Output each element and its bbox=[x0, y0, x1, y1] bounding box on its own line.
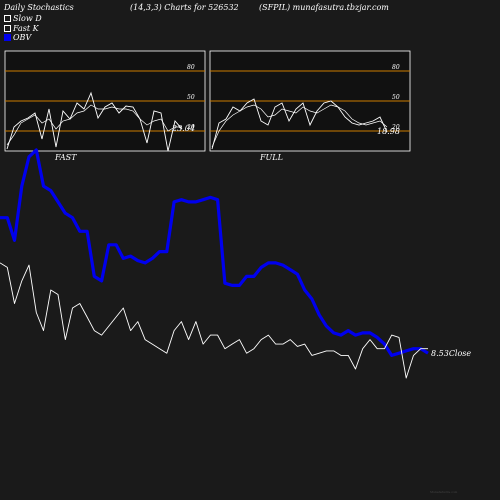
fast-panel-title: FAST bbox=[54, 153, 77, 162]
legend-slow-d-swatch bbox=[4, 15, 11, 22]
chart-header-center: (14,3,3) Charts for 526532 bbox=[130, 3, 239, 12]
full-series-slow-d bbox=[211, 104, 388, 148]
legend-fast-k-swatch bbox=[4, 25, 11, 32]
chart-header-right: (SFPIL) munafasutra.tbzjar.com bbox=[259, 3, 389, 12]
legend-fast-k: Fast K bbox=[4, 24, 39, 33]
close-value-label: 8.53Close bbox=[431, 349, 471, 358]
full-level-label-20: 20 bbox=[391, 124, 400, 131]
legend-slow-d-label: Slow D bbox=[13, 14, 42, 23]
footer-text: MunafaSutra.com bbox=[430, 490, 458, 494]
fast-level-label-80: 80 bbox=[187, 64, 195, 71]
legend-slow-d: Slow D bbox=[4, 14, 42, 23]
close-series-label: Close bbox=[449, 349, 472, 358]
full-panel-title: FULL bbox=[259, 153, 283, 162]
legend-obv-swatch bbox=[4, 34, 11, 41]
fast-last-value-label: 23.04 bbox=[171, 124, 195, 133]
close-value: 8.53 bbox=[431, 349, 449, 358]
chart-header-left: Daily Stochastics bbox=[4, 3, 74, 12]
series-obv bbox=[0, 148, 429, 357]
full-series-fast-k bbox=[211, 98, 388, 150]
fast-series-slow-d bbox=[6, 104, 182, 146]
series-close bbox=[0, 262, 428, 379]
legend-obv: OBV bbox=[4, 33, 31, 42]
fast-series-fast-k bbox=[6, 91, 183, 152]
full-level-label-80: 80 bbox=[392, 64, 400, 71]
full-last-value-label: 18.98 bbox=[377, 127, 400, 136]
full-level-label-50: 50 bbox=[392, 94, 400, 101]
legend-fast-k-label: Fast K bbox=[13, 24, 39, 33]
legend-obv-label: OBV bbox=[13, 33, 32, 42]
fast-level-label-20: 20 bbox=[186, 124, 195, 131]
fast-level-label-50: 50 bbox=[187, 94, 195, 101]
